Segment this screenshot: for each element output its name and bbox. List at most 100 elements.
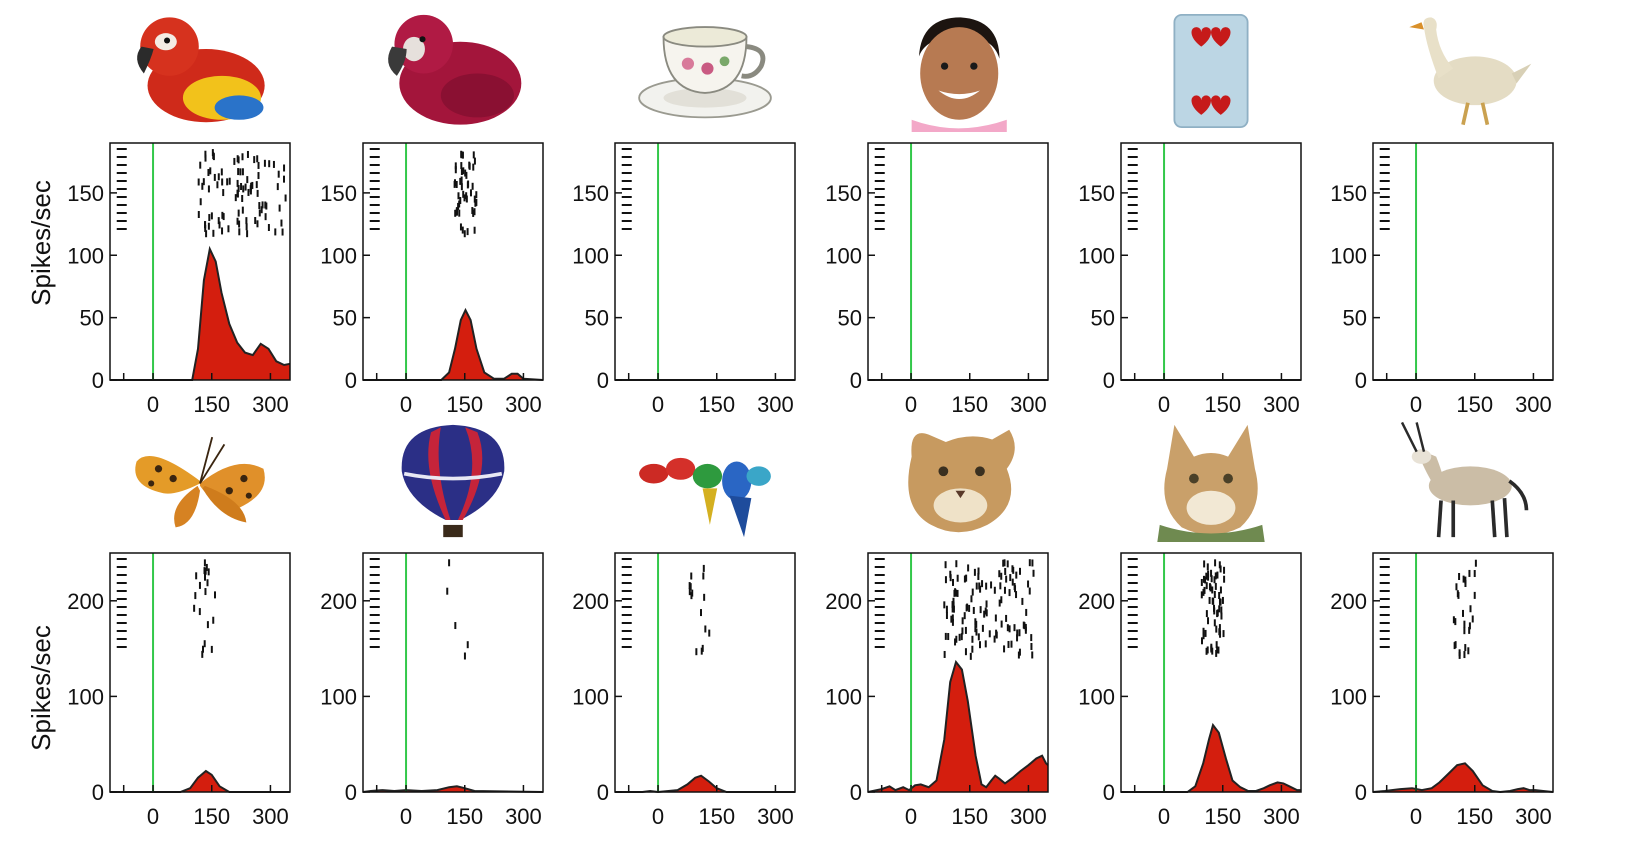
plot-frame — [867, 552, 1049, 793]
x-tick-label: 0 — [1410, 392, 1422, 417]
x-tick-label: 300 — [1010, 392, 1047, 417]
x-tick-label: 0 — [1158, 392, 1170, 417]
plot-frame — [109, 552, 291, 793]
x-tick-label: 0 — [652, 804, 664, 829]
x-tick-label: 150 — [193, 392, 230, 417]
x-tick-label: 150 — [446, 804, 483, 829]
y-tick-label: 150 — [1078, 181, 1115, 206]
y-tick-label: 200 — [572, 589, 609, 614]
response-area — [615, 775, 795, 792]
x-tick-label: 150 — [193, 804, 230, 829]
panel-2: 0 50 100 150 0 150 300 — [320, 14, 544, 417]
y-tick-label: 50 — [1091, 306, 1115, 331]
x-tick-label: 300 — [1515, 804, 1552, 829]
card-icon — [1173, 13, 1249, 129]
response-area — [868, 662, 1048, 792]
y-tick-label: 100 — [67, 243, 104, 268]
y-tick-label: 100 — [825, 684, 862, 709]
x-tick-label: 300 — [505, 804, 542, 829]
panel-9: 0 100 200 0 150 300 — [572, 457, 796, 829]
response-area — [110, 249, 290, 380]
butterfly-icon — [134, 436, 266, 529]
y-tick-label: 200 — [67, 589, 104, 614]
plot-frame — [1372, 142, 1554, 381]
panel-8: 0 100 200 0 150 300 — [320, 422, 544, 829]
parrot-icon — [137, 17, 265, 123]
x-tick-label: 300 — [252, 804, 289, 829]
y-tick-label: 0 — [850, 780, 862, 805]
response-curve — [867, 659, 1049, 793]
y-tick-label: 0 — [92, 780, 104, 805]
x-tick-label: 300 — [505, 392, 542, 417]
x-tick-label: 0 — [905, 392, 917, 417]
teacup-icon — [639, 27, 771, 117]
plot-frame — [614, 142, 796, 381]
x-tick-label: 150 — [698, 804, 735, 829]
plot-frame — [867, 142, 1049, 381]
response-curve — [110, 245, 291, 381]
parrots-icon — [639, 457, 771, 538]
response-curve — [363, 307, 544, 381]
y-tick-label: 50 — [333, 306, 357, 331]
plot-frame — [109, 142, 291, 381]
x-tick-label: 300 — [1010, 804, 1047, 829]
y-tick-label: 150 — [572, 181, 609, 206]
face-icon — [911, 17, 1007, 132]
x-tick-label: 0 — [147, 804, 159, 829]
oryx-icon — [1400, 420, 1529, 540]
panel-7: 0 100 200 0 150 300 — [67, 436, 291, 829]
y-tick-label: 0 — [1355, 368, 1367, 393]
y-tick-label: 100 — [572, 684, 609, 709]
y-tick-label: 50 — [80, 306, 104, 331]
x-tick-label: 150 — [698, 392, 735, 417]
response-curve — [1121, 722, 1301, 793]
y-tick-label: 100 — [1330, 684, 1367, 709]
x-tick-label: 0 — [400, 392, 412, 417]
plot-frame — [614, 552, 796, 793]
panel-4: 0 50 100 150 0 150 300 — [825, 17, 1049, 417]
panel-10: 0 100 200 0 150 300 — [825, 429, 1049, 829]
x-tick-label: 300 — [1263, 804, 1300, 829]
y-axis-label-top: Spikes/sec — [26, 180, 56, 306]
y-tick-label: 100 — [67, 684, 104, 709]
y-tick-label: 150 — [1330, 181, 1367, 206]
y-tick-label: 100 — [572, 243, 609, 268]
x-tick-label: 300 — [757, 804, 794, 829]
response-curve — [615, 774, 795, 794]
y-tick-label: 50 — [1343, 306, 1367, 331]
y-tick-label: 100 — [1330, 243, 1367, 268]
x-tick-label: 300 — [252, 392, 289, 417]
x-tick-label: 300 — [1263, 392, 1300, 417]
x-tick-label: 150 — [1204, 392, 1241, 417]
x-tick-label: 150 — [951, 392, 988, 417]
y-tick-label: 0 — [1103, 780, 1115, 805]
response-area — [1373, 763, 1553, 792]
y-tick-label: 150 — [67, 181, 104, 206]
y-tick-label: 200 — [825, 589, 862, 614]
response-area — [363, 310, 543, 380]
panel-5: 0 50 100 150 0 150 300 — [1078, 13, 1302, 417]
x-tick-label: 300 — [1515, 392, 1552, 417]
plot-frame — [1372, 552, 1554, 793]
y-tick-label: 100 — [1078, 684, 1115, 709]
response-curve — [110, 769, 290, 793]
y-axis-label-bottom: Spikes/sec — [26, 625, 56, 751]
cougar-icon — [908, 429, 1015, 533]
x-tick-label: 0 — [905, 804, 917, 829]
plot-frame — [1120, 552, 1302, 793]
x-tick-label: 0 — [1410, 804, 1422, 829]
x-tick-label: 0 — [147, 392, 159, 417]
y-tick-label: 100 — [825, 243, 862, 268]
panel-12: 0 100 200 0 150 300 — [1330, 420, 1554, 829]
y-tick-label: 100 — [320, 684, 357, 709]
y-tick-label: 200 — [1330, 589, 1367, 614]
panel-1: 0 50 100 150 0 150 300 — [67, 17, 291, 417]
y-tick-label: 150 — [320, 181, 357, 206]
x-tick-label: 0 — [400, 804, 412, 829]
panel-3: 0 50 100 150 0 150 300 — [572, 27, 796, 417]
y-tick-label: 50 — [838, 306, 862, 331]
y-tick-label: 0 — [597, 780, 609, 805]
x-tick-label: 150 — [1456, 392, 1493, 417]
plot-frame — [362, 552, 544, 793]
